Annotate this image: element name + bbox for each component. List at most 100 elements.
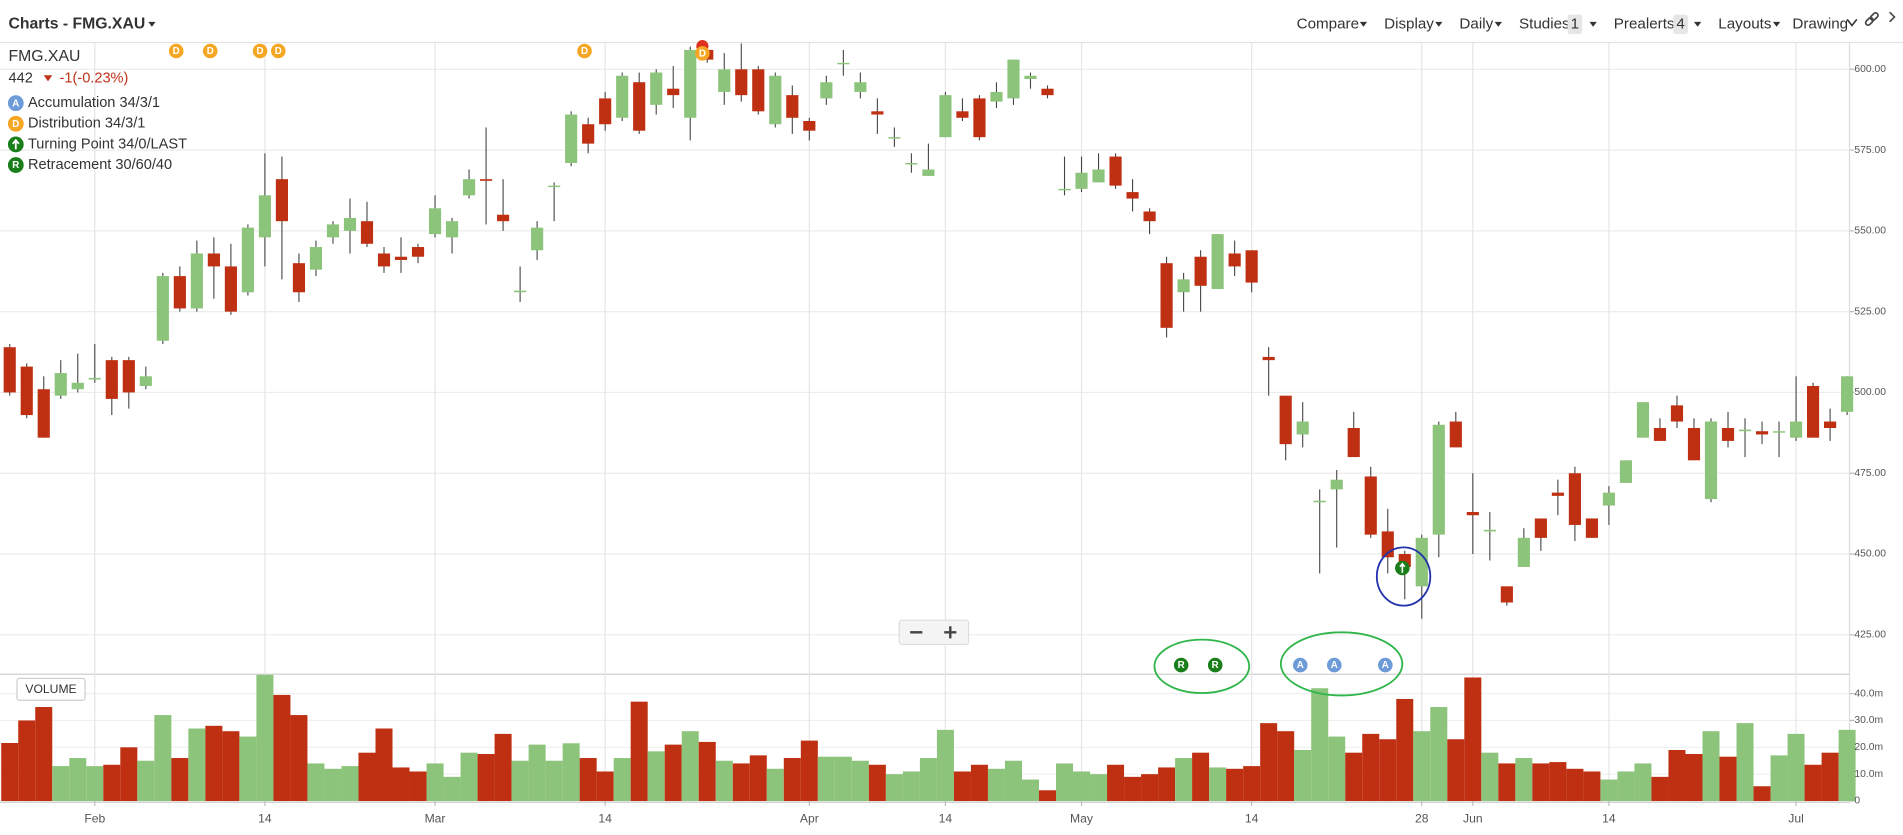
volume-bar: [1838, 729, 1856, 802]
volume-bar: [1668, 749, 1686, 802]
volume-bar: [902, 771, 920, 802]
volume-bar: [1021, 779, 1039, 802]
menu-studies[interactable]: Studies: [1519, 15, 1570, 32]
volume-bar: [1600, 779, 1618, 802]
accumulation-highlight: [1279, 631, 1404, 697]
price-tick-label: 425.00: [1854, 630, 1886, 641]
volume-bar: [307, 763, 325, 802]
menu-prealerts[interactable]: Prealerts: [1614, 15, 1675, 32]
volume-bar: [783, 758, 801, 802]
volume-bar: [1532, 763, 1550, 802]
volume-bar: [375, 728, 393, 802]
candle-body: [956, 111, 969, 118]
candle-body: [258, 195, 271, 238]
candle-body: [1721, 427, 1735, 441]
candle-body: [1415, 537, 1428, 587]
distribution-marker-letter: D: [257, 46, 264, 57]
candle-body: [1432, 424, 1445, 535]
volume-bar: [205, 725, 223, 802]
volume-bar: [1464, 677, 1482, 802]
distribution-marker: [252, 43, 268, 59]
volume-bar: [1090, 774, 1108, 802]
candle-body: [1075, 172, 1088, 189]
price-tick-label: 600.00: [1854, 64, 1886, 75]
candle-body: [326, 224, 340, 238]
legend-retracement: Retracement 30/60/40: [28, 157, 172, 173]
volume-bar: [154, 715, 172, 802]
candle-body: [1109, 156, 1122, 186]
candle-body: [428, 208, 442, 235]
volume-bar: [1226, 768, 1244, 802]
candle-body: [71, 382, 84, 390]
candle-body: [241, 227, 254, 293]
x-tick-label: Jul: [1788, 811, 1804, 825]
volume-bar: [1396, 698, 1414, 802]
volume-bar: [1702, 731, 1720, 802]
x-tick-label: 14: [1245, 811, 1259, 825]
volume-bar: [1566, 768, 1584, 802]
candle-body: [1687, 427, 1701, 461]
candle-body: [803, 121, 816, 131]
menu-drawing[interactable]: Drawing: [1792, 15, 1848, 32]
candle-body: [343, 217, 357, 231]
volume-bar: [1617, 771, 1635, 802]
candle-body: [1619, 460, 1633, 483]
volume-bar: [1515, 758, 1533, 802]
volume-bar: [528, 744, 546, 802]
volume-bar: [1260, 723, 1278, 802]
volume-bar: [834, 756, 852, 802]
candle-body: [275, 179, 289, 222]
link-icon[interactable]: [1864, 11, 1879, 26]
candle-body: [139, 376, 152, 386]
menu-compare[interactable]: Compare: [1297, 15, 1359, 32]
candle-body: [1364, 476, 1377, 535]
volume-bar: [953, 771, 971, 802]
distribution-marker-letter: D: [173, 46, 180, 57]
volume-bar: [18, 720, 36, 802]
candle-body: [309, 247, 323, 270]
volume-bar: [511, 760, 529, 802]
distribution-marker-letter: D: [581, 46, 588, 57]
volume-bar: [1004, 760, 1022, 802]
candle-body: [292, 263, 306, 293]
volume-bar: [749, 755, 767, 802]
caret: [1359, 21, 1368, 27]
chart-title[interactable]: Charts - FMG.XAU: [9, 15, 146, 32]
candle-body: [445, 221, 459, 238]
candle-body: [684, 49, 697, 118]
x-tick-label: 14: [598, 811, 612, 825]
volume-bar: [766, 768, 784, 802]
volume-bar: [1192, 752, 1210, 802]
candle-body: [1636, 402, 1650, 438]
volume-bar: [715, 760, 733, 802]
scroll-arrow[interactable]: [1889, 11, 1896, 23]
turning-point-arrow: [12, 138, 20, 150]
legend-turning-point: Turning Point 34/0/LAST: [28, 136, 187, 152]
candle-body: [922, 169, 935, 176]
volume-tag: [16, 677, 86, 701]
candle-body: [122, 360, 135, 393]
volume-bar: [290, 715, 308, 802]
candle-body: [1551, 492, 1564, 496]
volume-title: VOLUME: [25, 682, 76, 696]
zoom-in[interactable]: [944, 626, 957, 639]
retracement-icon: [7, 157, 24, 173]
candle-body: [786, 95, 799, 118]
menu-daily[interactable]: Daily: [1459, 15, 1493, 32]
candle-body: [548, 185, 561, 188]
price-change: -1(-0.23%): [60, 71, 129, 87]
candle-body: [1007, 59, 1020, 99]
volume-bar: [86, 766, 104, 802]
badge: [1673, 14, 1688, 34]
volume-bar: [392, 767, 410, 802]
menu-display[interactable]: Display: [1384, 15, 1434, 32]
candle-body: [1262, 356, 1275, 361]
menu-layouts[interactable]: Layouts: [1718, 15, 1772, 32]
candle-body: [1466, 512, 1479, 516]
candle-body: [1041, 88, 1054, 96]
candle-body: [1449, 421, 1462, 448]
volume-bar: [1038, 790, 1057, 802]
volume-bar: [596, 771, 614, 802]
turning-point-signal-arrow: [1399, 562, 1406, 573]
candle-body: [1602, 492, 1615, 506]
